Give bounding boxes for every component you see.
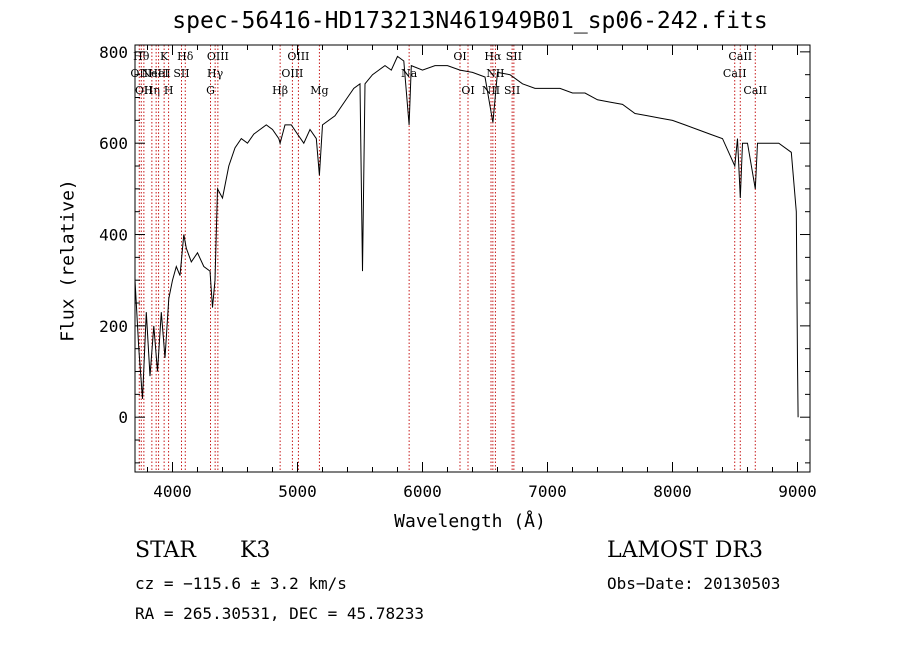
line-label-10: G xyxy=(206,84,215,97)
coordinates: RA = 265.30531, DEC = 45.78233 xyxy=(135,604,424,623)
line-label-23: SII xyxy=(504,84,520,97)
line-label-15: OIII xyxy=(287,50,309,63)
plot-frame xyxy=(134,44,811,473)
line-label-7: H xyxy=(164,84,174,97)
y-tick-label-1: 200 xyxy=(99,317,128,336)
line-label-1: Hθ xyxy=(133,50,150,63)
x-tick-label-5: 9000 xyxy=(778,482,817,501)
x-tick-label-0: 4000 xyxy=(153,482,192,501)
x-tick-label-4: 8000 xyxy=(653,482,692,501)
y-tick-label-3: 600 xyxy=(99,134,128,153)
line-label-3: Hη xyxy=(144,84,160,97)
object-class: STAR xyxy=(135,538,196,563)
redshift-velocity: cz = −115.6 ± 3.2 km/s xyxy=(135,574,347,593)
line-label-27: CaII xyxy=(743,84,767,97)
line-label-8: SII xyxy=(173,67,189,80)
line-label-22: NII xyxy=(486,67,504,80)
line-label-12: OIII xyxy=(207,50,229,63)
y-tick-label-0: 0 xyxy=(118,408,128,427)
line-label-20: NII xyxy=(482,84,500,97)
line-label-16: Mg xyxy=(310,84,328,97)
line-label-6: K xyxy=(160,50,169,63)
x-tick-label-2: 6000 xyxy=(403,482,442,501)
line-label-14: OIII xyxy=(281,67,303,80)
axis-ticks: 4000 5000 6000 7000 8000 9000 0 200 400 600 800 xyxy=(99,43,817,501)
observation-date: Obs−Date: 20130503 xyxy=(607,574,781,593)
line-label-17: Na xyxy=(401,67,418,80)
x-tick-label-3: 7000 xyxy=(528,482,567,501)
survey-name: LAMOST DR3 xyxy=(607,538,763,563)
chart-title: spec-56416-HD173213N461949B01_sp06-242.f… xyxy=(172,8,768,34)
line-label-21: Hα xyxy=(484,50,502,63)
line-label-18: OI xyxy=(453,50,466,63)
spectral-line-markers: OIIHθOIIHηNeIIIHeIKHSIIHδGHγOIIIHβOIIIOI… xyxy=(130,45,767,472)
flux-series-line xyxy=(134,55,799,418)
line-label-13: Hβ xyxy=(272,84,288,97)
line-label-5: HeI xyxy=(148,67,168,80)
x-axis-label: Wavelength (Å) xyxy=(394,511,546,532)
line-label-2: OII xyxy=(135,84,153,97)
y-tick-label-4: 800 xyxy=(99,43,128,62)
line-label-25: CaII xyxy=(723,67,747,80)
line-label-9: Hδ xyxy=(177,50,194,63)
line-label-19: OI xyxy=(461,84,474,97)
y-tick-label-2: 400 xyxy=(99,226,128,245)
line-label-11: Hγ xyxy=(207,67,224,80)
line-label-24: SII xyxy=(506,50,522,63)
line-label-4: NeIII xyxy=(142,67,171,80)
object-subclass: K3 xyxy=(240,538,271,563)
y-axis-label: Flux (relative) xyxy=(57,179,79,342)
x-tick-label-1: 5000 xyxy=(278,482,317,501)
line-label-26: CaII xyxy=(728,50,752,63)
